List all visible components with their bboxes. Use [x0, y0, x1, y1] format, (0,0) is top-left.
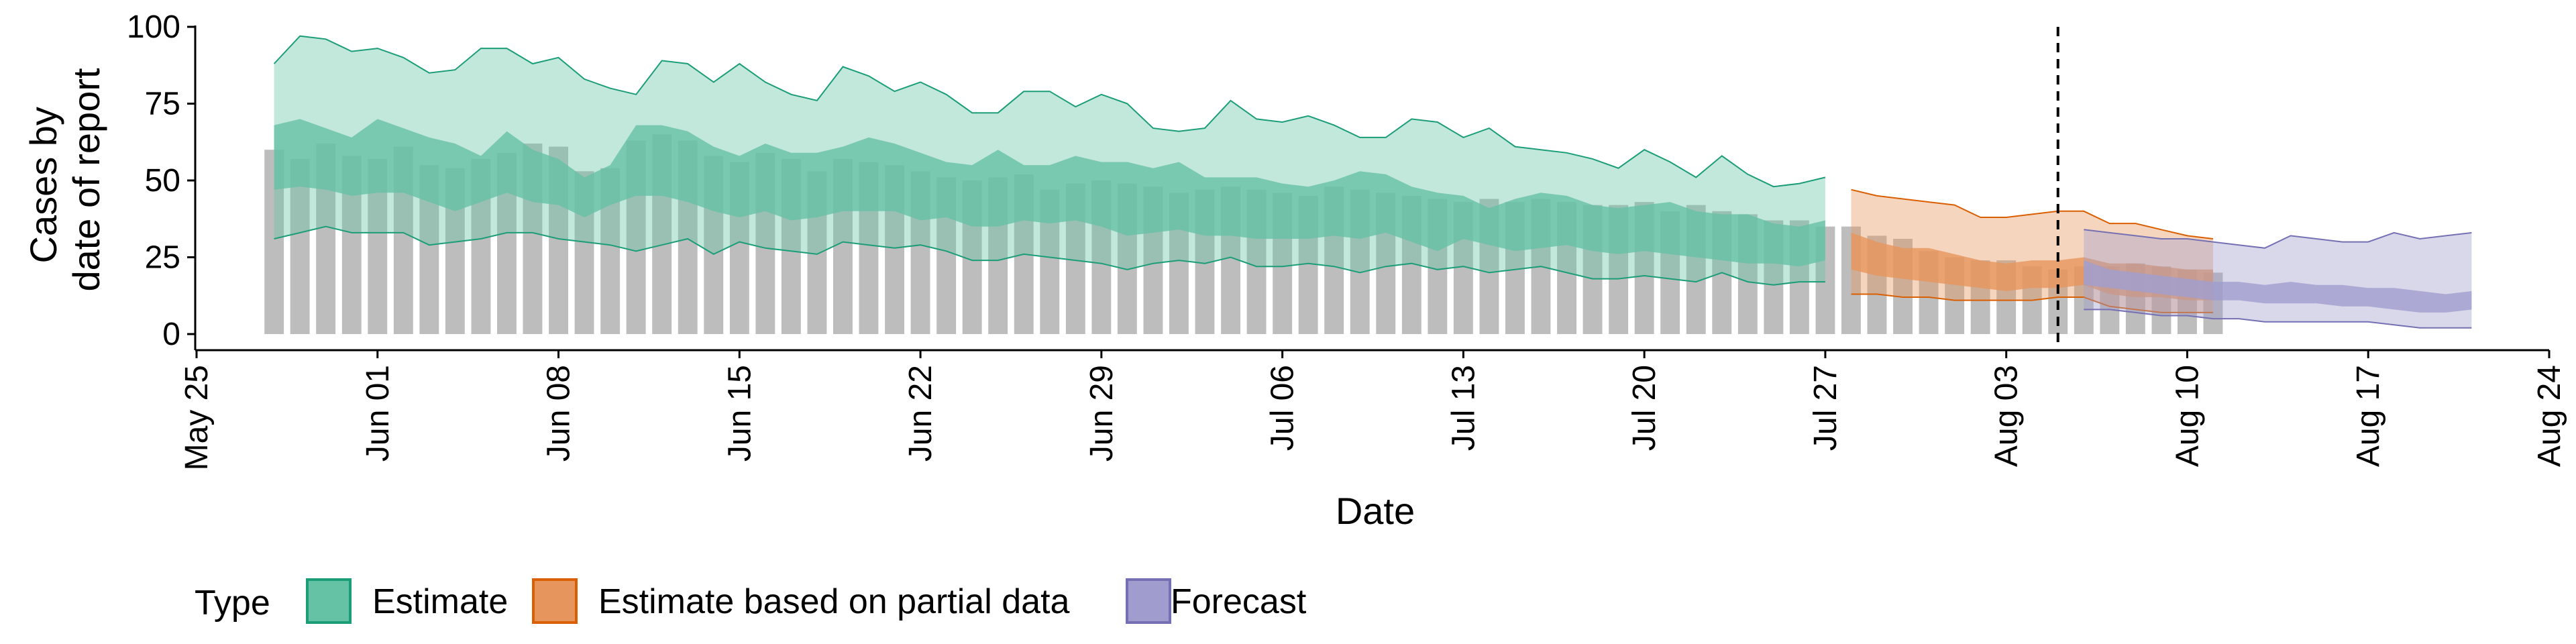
x-tick-label: Aug 24 — [2532, 365, 2567, 467]
lower-bound-line — [2084, 309, 2472, 329]
x-tick-label: Jun 22 — [903, 365, 938, 462]
x-tick-label: Jul 20 — [1627, 365, 1662, 451]
y-tick-label: 100 — [127, 9, 180, 45]
axes: 0 25 50 75 100 May 25 Jun 01 Jun 08 Jun 15 Jun 2… — [127, 9, 2567, 470]
x-tick-label: Aug 03 — [1989, 365, 2025, 467]
lower-bound-line — [274, 225, 1825, 286]
y-tick-label: 50 — [145, 163, 180, 199]
x-axis-ticks: May 25 Jun 01 Jun 08 Jun 15 Jun 22 Jun 29 Jul … — [179, 350, 2567, 470]
legend-swatch-partial — [532, 578, 578, 624]
x-tick-label: Jun 29 — [1084, 365, 1120, 462]
legend: Type Estimate Estimate based on partial … — [195, 578, 1307, 624]
reported-cases-bar — [290, 158, 310, 334]
x-tick-label: Jul 27 — [1808, 365, 1843, 451]
y-axis-title: Cases by date of report — [22, 68, 107, 292]
x-tick-label: Jul 13 — [1446, 365, 1481, 451]
x-axis-title: Date — [1336, 490, 1415, 532]
y-tick-label: 25 — [145, 240, 180, 276]
y-axis-ticks: 0 25 50 75 100 — [127, 9, 195, 352]
y-tick-label: 75 — [145, 87, 180, 122]
lower-bound-line — [1851, 293, 2213, 313]
x-tick-label: Jul 06 — [1265, 365, 1301, 451]
upper-bound-line — [1851, 189, 2214, 239]
ribbon-forecast — [2084, 229, 2472, 329]
x-tick-label: May 25 — [179, 365, 215, 470]
legend-swatch-forecast — [1126, 578, 1171, 624]
inner-band — [274, 119, 1825, 267]
legend-label-forecast: Forecast — [1171, 582, 1307, 621]
estimate-ribbons — [273, 35, 2472, 329]
legend-label-estimate: Estimate — [372, 582, 508, 621]
inner-band — [2084, 260, 2472, 313]
ribbon-estimate — [273, 35, 1826, 286]
legend-title: Type — [195, 584, 270, 623]
upper-bound-line — [2084, 229, 2472, 249]
x-tick-label: Jun 01 — [360, 365, 396, 462]
legend-label-partial: Estimate based on partial data — [598, 582, 1070, 621]
upper-bound-line — [273, 35, 1826, 188]
y-tick-label: 0 — [162, 317, 180, 352]
x-tick-label: Aug 10 — [2169, 365, 2205, 467]
x-tick-label: Aug 17 — [2351, 365, 2386, 467]
x-tick-label: Jun 08 — [541, 365, 577, 462]
x-tick-label: Jun 15 — [722, 365, 757, 462]
legend-swatch-estimate — [306, 578, 352, 624]
